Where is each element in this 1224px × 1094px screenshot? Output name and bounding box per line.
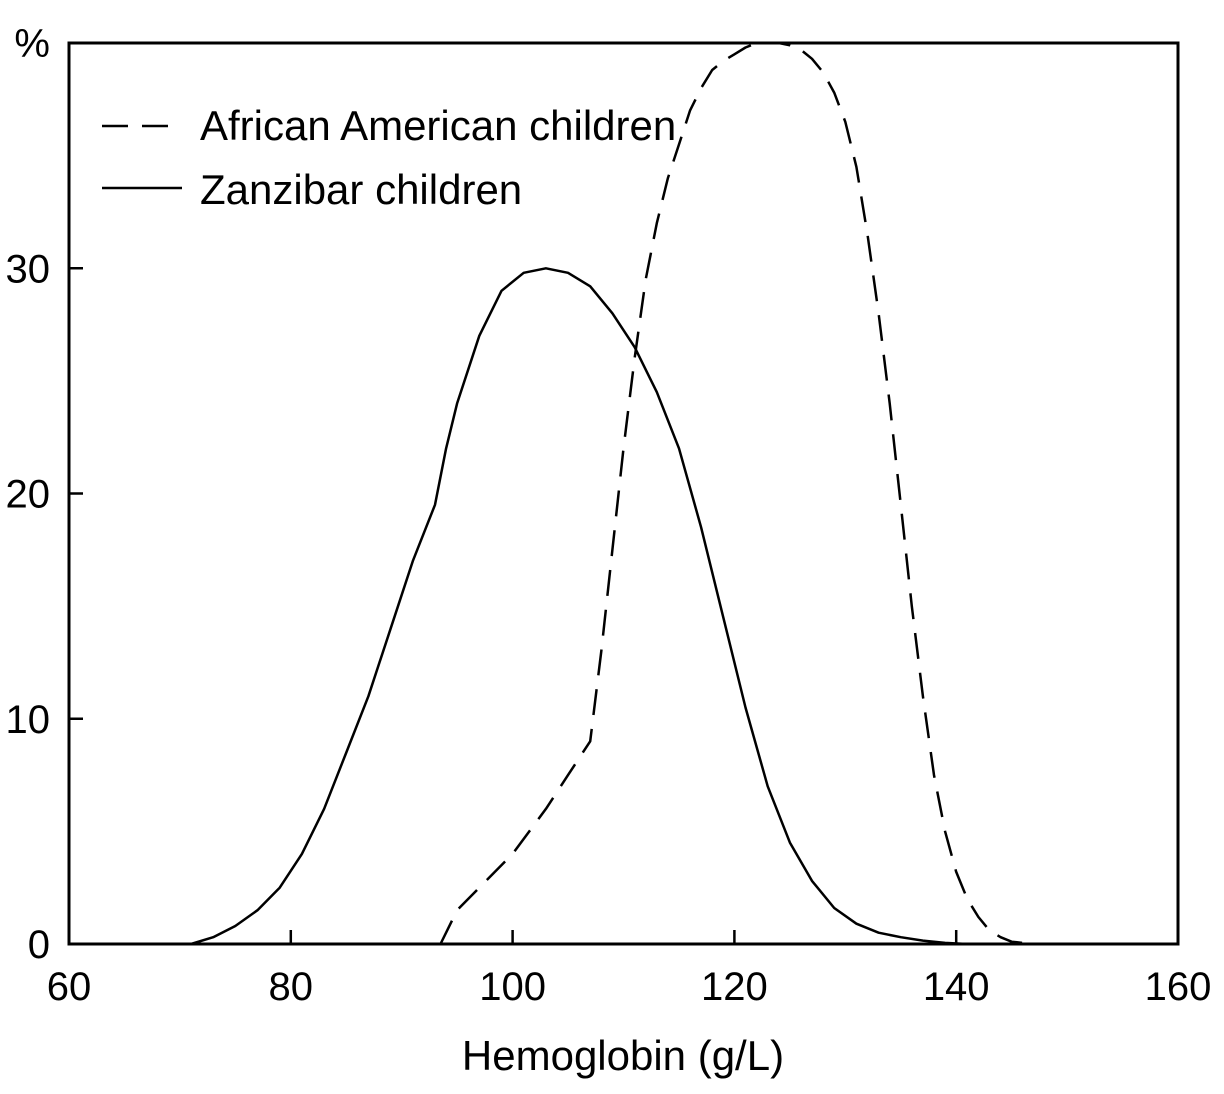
y-tick-label: 10 — [6, 698, 51, 742]
x-tick-label: 100 — [479, 965, 546, 1009]
series-layer — [190, 41, 1045, 946]
x-axis-title: Hemoglobin (g/L) — [462, 1032, 784, 1079]
x-tick-label: 60 — [47, 965, 92, 1009]
y-tick-label: 30 — [6, 247, 51, 291]
x-tick-label: 140 — [923, 965, 990, 1009]
y-axis: 0 10 20 30% — [6, 22, 83, 967]
series-line-african-american — [439, 41, 1045, 946]
x-tick-label: 160 — [1145, 965, 1212, 1009]
legend-label-african-american: African American children — [200, 102, 676, 149]
legend: African American children Zanzibar child… — [102, 102, 676, 213]
series-line-zanzibar — [190, 267, 990, 946]
x-axis: 60 80 100 120 140 160 — [47, 930, 1212, 1009]
legend-label-zanzibar: Zanzibar children — [200, 166, 522, 213]
y-axis-unit-label: % — [14, 22, 50, 66]
y-tick-label: 20 — [6, 473, 51, 517]
x-tick-label: 120 — [701, 965, 768, 1009]
x-tick-label: 80 — [269, 965, 314, 1009]
y-tick-label: 0 — [28, 923, 50, 967]
